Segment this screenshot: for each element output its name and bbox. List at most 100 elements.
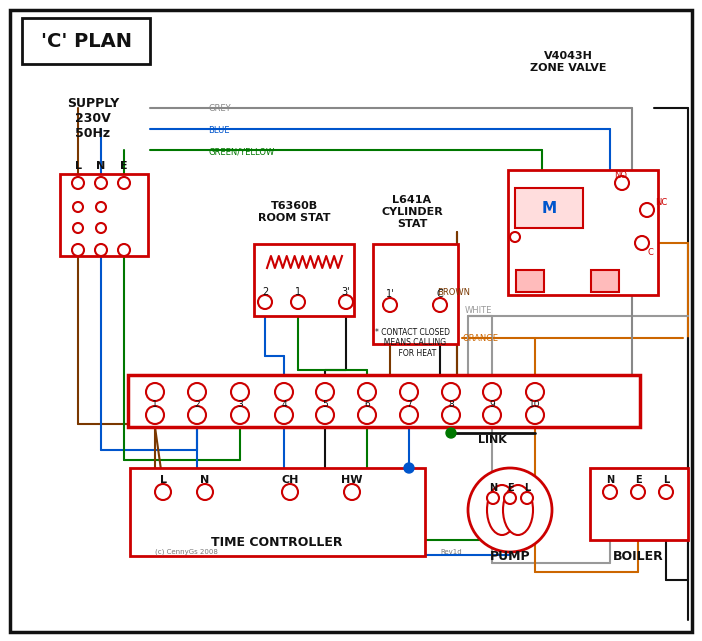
Text: 7: 7 <box>406 399 412 408</box>
Ellipse shape <box>487 485 517 535</box>
Text: 9: 9 <box>489 399 495 408</box>
Circle shape <box>483 383 501 401</box>
Circle shape <box>446 428 456 438</box>
Circle shape <box>442 406 460 424</box>
Circle shape <box>400 406 418 424</box>
Circle shape <box>118 244 130 256</box>
Text: HW: HW <box>341 475 363 485</box>
Text: C: C <box>648 247 654 256</box>
Bar <box>128 375 640 427</box>
Circle shape <box>526 383 544 401</box>
Text: V4043H
ZONE VALVE: V4043H ZONE VALVE <box>530 51 607 73</box>
Text: 1: 1 <box>295 287 301 297</box>
Circle shape <box>275 406 293 424</box>
Circle shape <box>635 236 649 250</box>
Text: E: E <box>635 475 642 485</box>
Circle shape <box>383 298 397 312</box>
Text: 2: 2 <box>194 399 200 408</box>
Text: PUMP: PUMP <box>490 549 530 563</box>
Text: L: L <box>663 475 669 485</box>
Circle shape <box>640 203 654 217</box>
Circle shape <box>358 383 376 401</box>
Text: 1': 1' <box>385 289 395 299</box>
Circle shape <box>316 406 334 424</box>
Circle shape <box>603 485 617 499</box>
Text: ORANGE: ORANGE <box>462 333 498 342</box>
Circle shape <box>510 232 520 242</box>
Text: 4: 4 <box>282 399 287 408</box>
Text: T6360B
ROOM STAT: T6360B ROOM STAT <box>258 201 330 223</box>
Circle shape <box>433 298 447 312</box>
Text: E: E <box>120 161 128 171</box>
Circle shape <box>72 244 84 256</box>
Circle shape <box>659 485 673 499</box>
Circle shape <box>442 383 460 401</box>
Text: SUPPLY
230V
50Hz: SUPPLY 230V 50Hz <box>67 97 119 140</box>
Circle shape <box>468 468 552 552</box>
Text: L641A
CYLINDER
STAT: L641A CYLINDER STAT <box>381 196 443 229</box>
Circle shape <box>344 484 360 500</box>
Circle shape <box>155 484 171 500</box>
Text: C: C <box>437 289 444 299</box>
Bar <box>516 270 544 292</box>
Circle shape <box>404 463 414 473</box>
Text: N: N <box>489 483 497 493</box>
Text: 2: 2 <box>262 287 268 297</box>
Circle shape <box>521 492 533 504</box>
Circle shape <box>504 492 516 504</box>
Circle shape <box>526 406 544 424</box>
Text: GREY: GREY <box>208 103 231 113</box>
Text: 'C' PLAN: 'C' PLAN <box>41 31 131 51</box>
Bar <box>130 468 425 556</box>
Text: BLUE: BLUE <box>208 126 230 135</box>
Text: L: L <box>524 483 530 493</box>
Circle shape <box>615 176 629 190</box>
Text: GREEN/YELLOW: GREEN/YELLOW <box>208 147 274 156</box>
Circle shape <box>72 177 84 189</box>
Bar <box>590 468 688 540</box>
Text: N: N <box>606 475 614 485</box>
Bar <box>373 244 458 344</box>
Text: 10: 10 <box>529 399 541 408</box>
Circle shape <box>96 223 106 233</box>
Text: N: N <box>200 475 210 485</box>
Text: 5: 5 <box>322 399 328 408</box>
Circle shape <box>339 295 353 309</box>
Text: L: L <box>159 475 166 485</box>
Circle shape <box>487 492 499 504</box>
Bar <box>60 174 148 256</box>
Circle shape <box>231 383 249 401</box>
Circle shape <box>483 406 501 424</box>
Text: M: M <box>541 201 557 215</box>
Circle shape <box>282 484 298 500</box>
Circle shape <box>197 484 213 500</box>
Text: 3': 3' <box>342 287 350 297</box>
Circle shape <box>258 295 272 309</box>
Circle shape <box>118 177 130 189</box>
Circle shape <box>73 223 83 233</box>
Text: WHITE: WHITE <box>465 306 492 315</box>
Bar <box>254 244 354 316</box>
Circle shape <box>188 406 206 424</box>
Bar <box>591 270 619 292</box>
Circle shape <box>95 177 107 189</box>
Circle shape <box>188 383 206 401</box>
Bar <box>515 188 583 228</box>
Circle shape <box>291 295 305 309</box>
Text: E: E <box>507 483 513 493</box>
Bar <box>22 18 150 64</box>
Text: TIME CONTROLLER: TIME CONTROLLER <box>211 535 343 549</box>
Text: BOILER: BOILER <box>613 549 663 563</box>
Text: NO: NO <box>614 171 627 179</box>
Text: Rev1d: Rev1d <box>440 549 462 555</box>
Circle shape <box>231 406 249 424</box>
Text: (c) CennyGs 2008: (c) CennyGs 2008 <box>155 549 218 555</box>
Circle shape <box>146 383 164 401</box>
Circle shape <box>275 383 293 401</box>
Text: LINK: LINK <box>477 435 506 445</box>
Text: 6: 6 <box>364 399 370 408</box>
Bar <box>508 170 658 295</box>
Ellipse shape <box>503 485 533 535</box>
Text: NC: NC <box>655 197 667 206</box>
Circle shape <box>73 202 83 212</box>
